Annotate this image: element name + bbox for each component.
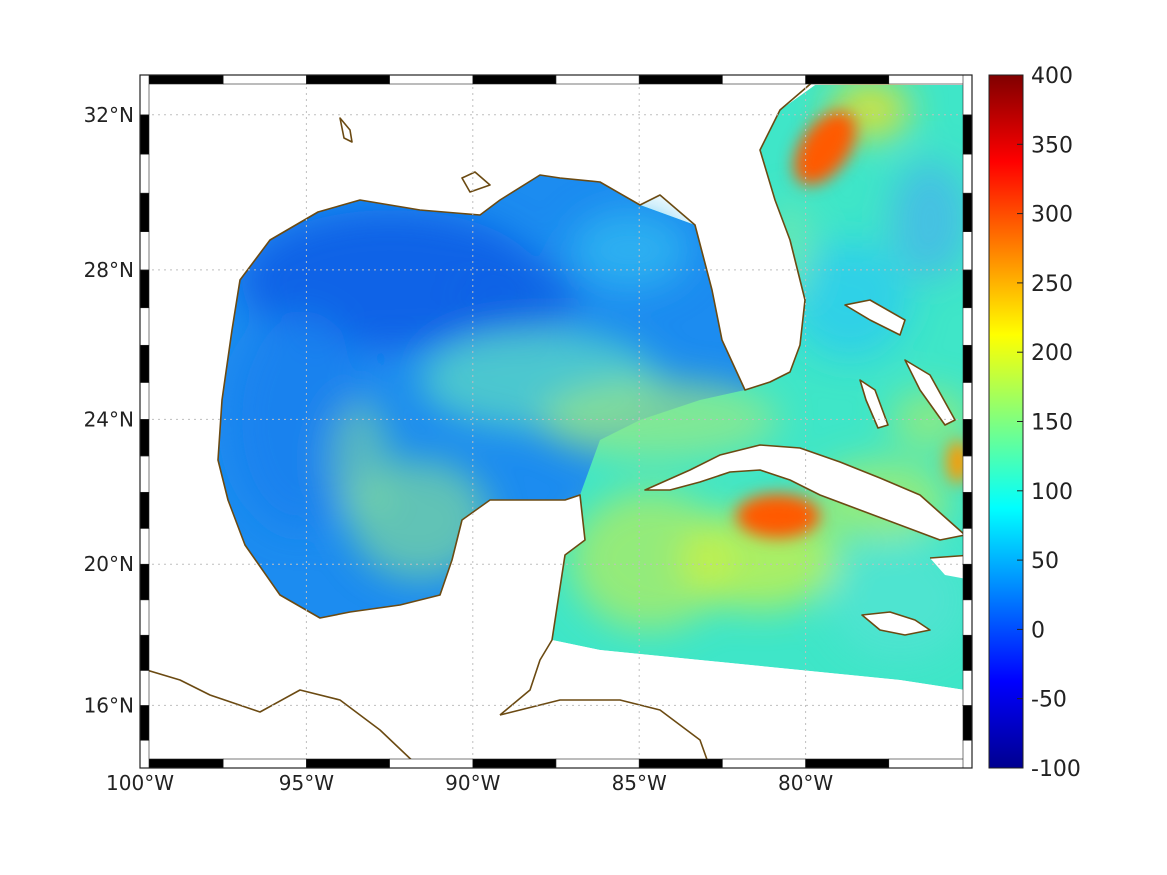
x-tick-label-2: 90°W <box>445 771 500 795</box>
zebra-bottom-3 <box>389 758 474 769</box>
zebra-bottom-7 <box>722 758 806 769</box>
zebra-right-12 <box>962 307 973 346</box>
x-tick-label-1: 95°W <box>279 771 334 795</box>
zebra-left-0 <box>139 739 150 769</box>
colorbar-tick-label-1: 350 <box>1031 133 1073 158</box>
zebra-right-3 <box>962 634 973 671</box>
zebra-right-17 <box>962 114 973 155</box>
zebra-bottom-0 <box>139 758 224 769</box>
zebra-top-7 <box>722 74 806 85</box>
colorbar-tick-labels: 400 350 300 250 200 150 100 50 0 -50 -100 <box>1017 64 1081 782</box>
zebra-right-15 <box>962 192 973 233</box>
zebra-left-4 <box>139 599 150 636</box>
zebra-bottom-2 <box>306 758 390 769</box>
zebra-left-7 <box>139 491 150 529</box>
y-tick-label-4: 32°N <box>84 103 134 127</box>
zebra-bottom-5 <box>555 758 640 769</box>
zebra-bottom-8 <box>805 758 890 769</box>
y-tick-labels: 16°N 20°N 24°N 28°N 32°N <box>84 103 134 718</box>
mexico-central-america <box>140 400 972 768</box>
zebra-right-8 <box>962 455 973 493</box>
y-tick-label-1: 20°N <box>84 552 134 576</box>
zebra-left-17 <box>139 114 150 155</box>
zebra-top-0 <box>139 74 224 85</box>
zebra-left-9 <box>139 419 150 457</box>
hispaniola <box>930 555 972 580</box>
zebra-left-14 <box>139 231 150 271</box>
colorbar-tick-label-4: 200 <box>1031 341 1073 366</box>
data-field <box>218 80 970 690</box>
y-tick-label-2: 24°N <box>84 407 134 431</box>
zebra-right-7 <box>962 491 973 529</box>
x-tick-label-3: 85°W <box>612 771 667 795</box>
zebra-top-8 <box>805 74 890 85</box>
colorbar-tick-label-6: 100 <box>1031 480 1073 505</box>
zebra-left-6 <box>139 528 150 565</box>
zebra-right-18 <box>962 74 973 116</box>
colorbar-tick-label-5: 150 <box>1031 411 1073 436</box>
x-tick-labels: 100°W 95°W 90°W 85°W 80°W <box>106 771 833 795</box>
hotspot-atlantic <box>793 110 857 186</box>
land <box>140 75 972 768</box>
zebra-bottom-9 <box>888 758 973 769</box>
hotspot-cuba <box>736 494 820 538</box>
map-content <box>140 75 972 768</box>
zebra-right-4 <box>962 599 973 636</box>
zebra-right-11 <box>962 344 973 383</box>
x-tick-label-0: 100°W <box>106 771 174 795</box>
zebra-left-18 <box>139 74 150 116</box>
zebra-right-6 <box>962 528 973 565</box>
zebra-left-11 <box>139 344 150 383</box>
zebra-left-16 <box>139 153 150 194</box>
zebra-top-3 <box>389 74 474 85</box>
jamaica <box>862 612 930 635</box>
zebra-right-1 <box>962 705 973 741</box>
zebra-left-2 <box>139 670 150 706</box>
zebra-right-13 <box>962 269 973 309</box>
zebra-left-5 <box>139 563 150 601</box>
colorbar-tick-label-3: 250 <box>1031 272 1073 297</box>
y-tick-label-0: 16°N <box>84 693 134 717</box>
zebra-left-8 <box>139 455 150 493</box>
colorbar-tick-label-0: 400 <box>1031 64 1073 89</box>
colorbar-tick-label-9: -50 <box>1031 688 1067 713</box>
zebra-top-4 <box>472 74 557 85</box>
zebra-bottom-4 <box>472 758 557 769</box>
zebra-bottom-6 <box>638 758 723 769</box>
zebra-right-16 <box>962 153 973 194</box>
colorbar-tick-label-8: 0 <box>1031 618 1045 643</box>
zebra-right-5 <box>962 563 973 601</box>
zebra-right-10 <box>962 382 973 420</box>
zebra-top-1 <box>222 74 307 85</box>
zebra-left-1 <box>139 705 150 741</box>
x-tick-label-4: 80°W <box>778 771 833 795</box>
zebra-left-12 <box>139 307 150 346</box>
zebra-left-13 <box>139 269 150 309</box>
zebra-left-3 <box>139 634 150 671</box>
gridlines <box>140 75 972 768</box>
colorbar-tick-label-2: 300 <box>1031 203 1073 228</box>
zebra-top-5 <box>555 74 640 85</box>
zebra-right-0 <box>962 739 973 769</box>
zebra-left-10 <box>139 382 150 420</box>
y-tick-label-3: 28°N <box>84 258 134 282</box>
zebra-top-6 <box>638 74 723 85</box>
zebra-right-9 <box>962 419 973 457</box>
zebra-bottom-1 <box>222 758 307 769</box>
zebra-top-9 <box>888 74 973 85</box>
zebra-top-2 <box>306 74 390 85</box>
zebra-right-14 <box>962 231 973 271</box>
colorbar-tick-label-10: -100 <box>1031 757 1081 782</box>
zebra-right-2 <box>962 670 973 706</box>
map-frame <box>139 74 973 769</box>
us-land <box>140 75 815 400</box>
cuba <box>645 445 965 540</box>
zebra-left-15 <box>139 192 150 233</box>
colorbar-tick-label-7: 50 <box>1031 549 1059 574</box>
